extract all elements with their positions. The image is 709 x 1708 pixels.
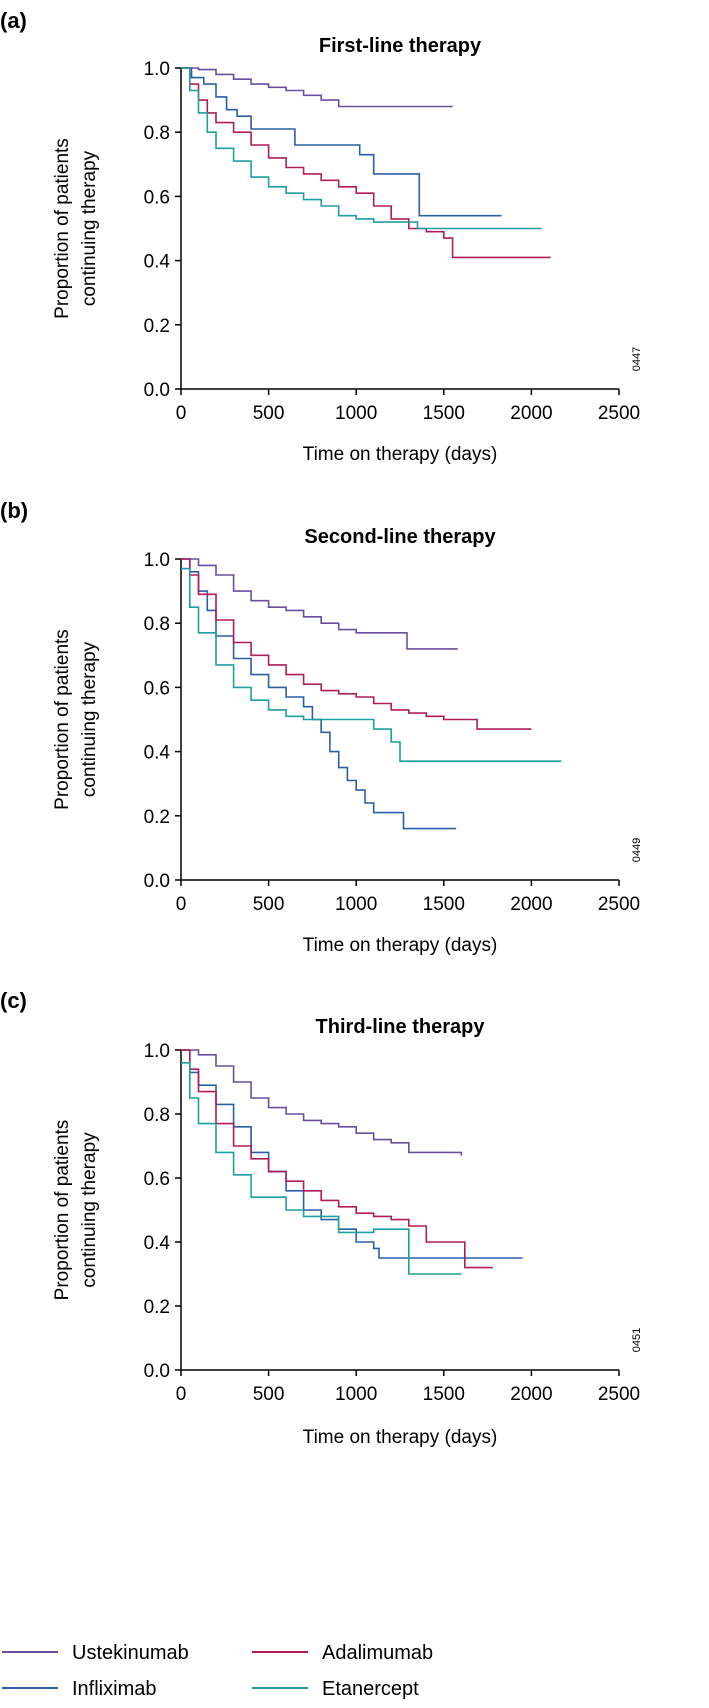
y-tick-label: 1.0: [144, 550, 170, 571]
chart-panel: (b) Second-line therapy 0.0 0.2 0.4 0.6 0.8 1.0…: [0, 498, 643, 956]
y-tick-label: 0.6: [144, 187, 170, 208]
series-line-infliximab: [181, 1049, 523, 1259]
x-tick-label: 500: [253, 403, 285, 424]
y-axis-label: Proportion of patients: [52, 629, 73, 810]
x-tick-label: 1000: [335, 403, 377, 424]
x-tick-label: 1000: [335, 894, 377, 915]
y-tick-label: 0.2: [144, 316, 170, 337]
series-line-adalimumab: [181, 558, 532, 730]
series-line-infliximab: [181, 67, 502, 217]
series-line-etanercept: [181, 567, 562, 762]
y-tick-label: 0.2: [144, 807, 170, 828]
x-tick-label: 2500: [598, 894, 640, 915]
y-tick-label: 0.2: [144, 1297, 170, 1318]
x-tick-label: 2000: [510, 403, 552, 424]
panel-letter: (b): [0, 498, 28, 523]
y-tick-label: 0.0: [144, 871, 170, 892]
legend-label: Ustekinumab: [72, 1642, 189, 1664]
x-axis-label: Time on therapy (days): [303, 444, 498, 465]
y-tick-label: 0.0: [144, 1361, 170, 1382]
x-tick-label: 1000: [335, 1384, 377, 1405]
y-tick-label: 0.8: [144, 123, 170, 144]
y-tick-label: 0.4: [144, 1233, 171, 1254]
y-tick-label: 0.6: [144, 678, 170, 699]
x-tick-label: 1500: [423, 894, 465, 915]
series-line-ustekinumab: [181, 67, 453, 108]
x-tick-label: 500: [253, 894, 285, 915]
y-tick-label: 1.0: [144, 1041, 170, 1062]
y-tick-label: 0.4: [144, 743, 171, 764]
x-tick-label: 0: [176, 403, 187, 424]
series-line-ustekinumab: [181, 558, 458, 650]
panel-letter: (c): [0, 988, 27, 1013]
x-axis-label: Time on therapy (days): [303, 1427, 498, 1448]
chart-panel: (c) Third-line therapy 0.0 0.2 0.4 0.6 0.8 1.0 0…: [0, 988, 643, 1448]
figure-code: 0447: [631, 347, 643, 371]
y-tick-label: 0.8: [144, 614, 170, 635]
chart-title: First-line therapy: [319, 35, 482, 57]
y-tick-label: 1.0: [144, 59, 170, 80]
y-axis-label: continuing therapy: [79, 1132, 100, 1288]
x-tick-label: 2000: [510, 1384, 552, 1405]
x-axis-label: Time on therapy (days): [303, 935, 498, 956]
legend-label: Infliximab: [72, 1678, 156, 1700]
legend-item: Adalimumab: [252, 1642, 433, 1664]
y-axis-label: continuing therapy: [79, 641, 100, 797]
y-tick-label: 0.0: [144, 380, 170, 401]
y-tick-label: 0.4: [144, 252, 171, 273]
series-line-adalimumab: [181, 1049, 493, 1269]
legend: Ustekinumab Adalimumab Infliximab Etanercep…: [2, 1642, 433, 1700]
legend-label: Adalimumab: [322, 1642, 433, 1664]
series-line-etanercept: [181, 67, 542, 230]
chart-title: Second-line therapy: [304, 526, 496, 548]
x-tick-label: 2500: [598, 1384, 640, 1405]
x-tick-label: 0: [176, 1384, 187, 1405]
figure-code: 0449: [631, 838, 643, 862]
y-axis-label: Proportion of patients: [52, 1120, 73, 1301]
legend-item: Ustekinumab: [2, 1642, 189, 1664]
legend-label: Etanercept: [322, 1678, 419, 1700]
figure-code: 0451: [631, 1328, 643, 1352]
y-axis-label: continuing therapy: [79, 150, 100, 306]
x-tick-label: 0: [176, 894, 187, 915]
y-axis-label: Proportion of patients: [52, 138, 73, 319]
series-line-ustekinumab: [181, 1049, 463, 1156]
x-tick-label: 1500: [423, 403, 465, 424]
legend-item: Etanercept: [252, 1678, 419, 1700]
x-tick-label: 500: [253, 1384, 285, 1405]
x-tick-label: 1500: [423, 1384, 465, 1405]
y-tick-label: 0.6: [144, 1169, 170, 1190]
panel-letter: (a): [0, 8, 27, 33]
x-tick-label: 2000: [510, 894, 552, 915]
x-tick-label: 2500: [598, 403, 640, 424]
chart-title: Third-line therapy: [316, 1016, 486, 1038]
series-line-etanercept: [181, 1062, 462, 1275]
legend-item: Infliximab: [2, 1678, 156, 1700]
y-tick-label: 0.8: [144, 1105, 170, 1126]
chart-panel: (a) First-line therapy 0.0 0.2 0.4 0.6 0.8 1.0 0…: [0, 8, 643, 465]
series-line-infliximab: [181, 558, 457, 830]
